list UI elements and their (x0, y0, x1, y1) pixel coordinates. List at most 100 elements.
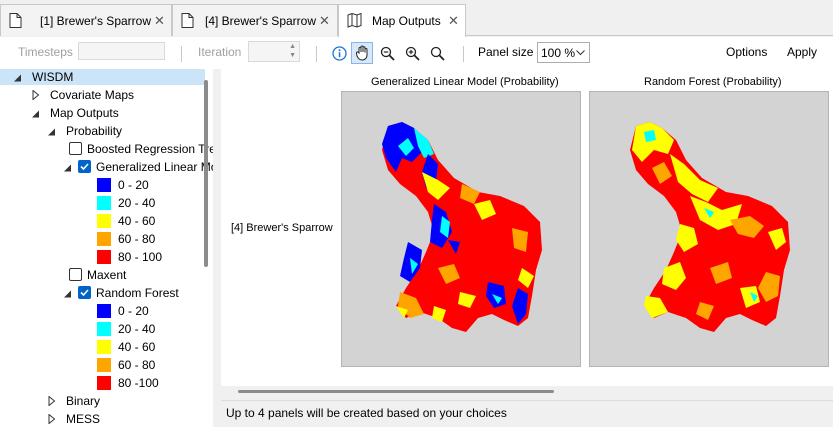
iteration-stepper[interactable]: ▲ ▼ (248, 41, 300, 62)
legend-swatch (97, 358, 111, 372)
info-icon[interactable] (328, 42, 350, 64)
zoom-out-icon[interactable] (376, 42, 398, 64)
chevron-down-icon (576, 50, 585, 56)
map-panel-glm[interactable] (341, 91, 581, 367)
legend-swatch (97, 214, 111, 228)
checkmark-icon (80, 163, 89, 171)
tree-label: MESS (66, 412, 101, 426)
row-label-species: [4] Brewer's Sparrow (231, 222, 333, 234)
tree-label: WISDM (32, 70, 74, 84)
tree-label: Generalized Linear Mo (96, 160, 213, 174)
zoom-full-icon[interactable] (426, 42, 448, 64)
collapse-arrow-icon[interactable] (47, 127, 57, 137)
legend-swatch (97, 178, 111, 192)
expand-arrow-icon[interactable] (31, 90, 41, 100)
expand-arrow-icon[interactable] (47, 396, 57, 406)
document-icon (181, 13, 194, 28)
close-icon[interactable]: ✕ (154, 13, 165, 28)
document-icon (9, 13, 22, 28)
tree-item-random-forest[interactable]: Random Forest (96, 284, 179, 302)
tree-label: Maxent (87, 268, 127, 282)
timesteps-label: Timesteps (18, 45, 73, 59)
tree-item-probability[interactable]: Probability (66, 122, 122, 140)
probability-map-glm (382, 122, 542, 332)
map-icon (347, 13, 362, 28)
pan-hand-icon[interactable] (351, 42, 373, 64)
tree-label: Covariate Maps (50, 88, 135, 102)
legend-label: 40 - 60 (118, 214, 156, 228)
options-button[interactable]: Options (726, 45, 768, 59)
toolbar-separator (463, 46, 464, 62)
tab-map-outputs[interactable]: Map Outputs ✕ (338, 4, 466, 37)
status-text: Up to 4 panels will be created based on … (226, 406, 507, 420)
legend-swatch (97, 376, 111, 390)
panel-size-select[interactable]: 100 % (537, 42, 590, 63)
status-bar: Up to 4 panels will be created based on … (221, 400, 833, 427)
tab-label: [4] Brewer's Sparrow (205, 14, 316, 28)
close-icon[interactable]: ✕ (319, 13, 330, 28)
collapse-arrow-icon[interactable] (63, 289, 73, 299)
tab-label: Map Outputs (372, 14, 441, 28)
maxent-checkbox[interactable] (69, 268, 82, 281)
tab-label: [1] Brewer's Sparrow (40, 14, 151, 28)
toolbar-separator (316, 46, 317, 62)
legend-label: 60 - 80 (118, 358, 156, 372)
tab-brewers-sparrow-1[interactable]: [1] Brewer's Sparrow ✕ (0, 4, 172, 36)
tree-label: Map Outputs (50, 106, 119, 120)
tree-item-binary[interactable]: Binary (66, 392, 100, 410)
panel-size-value: 100 % (541, 46, 576, 60)
rf-checkbox[interactable] (78, 286, 91, 299)
tree-item-brt[interactable]: Boosted Regression Tre (87, 140, 213, 158)
horizontal-scrollbar[interactable] (221, 386, 833, 400)
legend-label: 0 - 20 (118, 178, 149, 192)
pane-splitter[interactable] (213, 69, 221, 427)
horizontal-scroll-thumb[interactable] (238, 390, 554, 393)
timesteps-input[interactable] (78, 42, 165, 60)
tree-item-wisdm[interactable]: WISDM (32, 69, 73, 86)
legend-swatch (97, 196, 111, 210)
map-panel-rf[interactable] (589, 91, 829, 367)
legend-label: 0 - 20 (118, 304, 149, 318)
collapse-arrow-icon[interactable] (63, 163, 73, 173)
tree-label: Probability (66, 124, 123, 138)
legend-swatch (97, 232, 111, 246)
tree-item-map-outputs[interactable]: Map Outputs (50, 104, 119, 122)
tree-label: Random Forest (96, 286, 179, 300)
apply-button[interactable]: Apply (787, 45, 818, 59)
zoom-in-icon[interactable] (401, 42, 423, 64)
panel-title-glm: Generalized Linear Model (Probability) (371, 76, 559, 88)
layer-tree: WISDM Covariate Maps Map Outputs Probabi… (0, 69, 213, 427)
legend-label: 20 - 40 (118, 322, 156, 336)
tree-item-glm[interactable]: Generalized Linear Mo (96, 158, 213, 176)
glm-checkbox[interactable] (78, 160, 91, 173)
legend-swatch (97, 250, 111, 264)
tree-scrollbar[interactable] (204, 80, 208, 267)
tree-label: Binary (66, 394, 101, 408)
legend-label: 20 - 40 (118, 196, 156, 210)
legend-label: 60 - 80 (118, 232, 156, 246)
legend-label: 80 -100 (118, 376, 159, 390)
tab-brewers-sparrow-4[interactable]: [4] Brewer's Sparrow ✕ (172, 4, 338, 36)
legend-swatch (97, 304, 111, 318)
iteration-label: Iteration (198, 45, 242, 59)
close-icon[interactable]: ✕ (448, 13, 459, 28)
panel-title-rf: Random Forest (Probability) (644, 76, 782, 88)
brt-checkbox[interactable] (69, 142, 82, 155)
legend-label: 40 - 60 (118, 340, 156, 354)
legend-swatch (97, 322, 111, 336)
tree-label: Boosted Regression Tre (87, 142, 213, 156)
panel-size-label: Panel size (478, 45, 534, 59)
legend-swatch (97, 340, 111, 354)
tree-item-mess[interactable]: MESS (66, 410, 100, 427)
collapse-arrow-icon[interactable] (31, 109, 41, 119)
probability-map-rf (630, 122, 790, 332)
tab-bar: [1] Brewer's Sparrow ✕ [4] Brewer's Spar… (0, 0, 833, 37)
legend-label: 80 - 100 (118, 250, 163, 264)
toolbar-separator (181, 46, 182, 62)
expand-arrow-icon[interactable] (47, 414, 57, 424)
tree-item-maxent[interactable]: Maxent (87, 266, 126, 284)
tree-item-covariate-maps[interactable]: Covariate Maps (50, 86, 134, 104)
toolbar: Timesteps Iteration ▲ ▼ Panel size Option… (0, 37, 833, 69)
collapse-arrow-icon[interactable] (13, 73, 23, 83)
checkmark-icon (80, 289, 89, 297)
